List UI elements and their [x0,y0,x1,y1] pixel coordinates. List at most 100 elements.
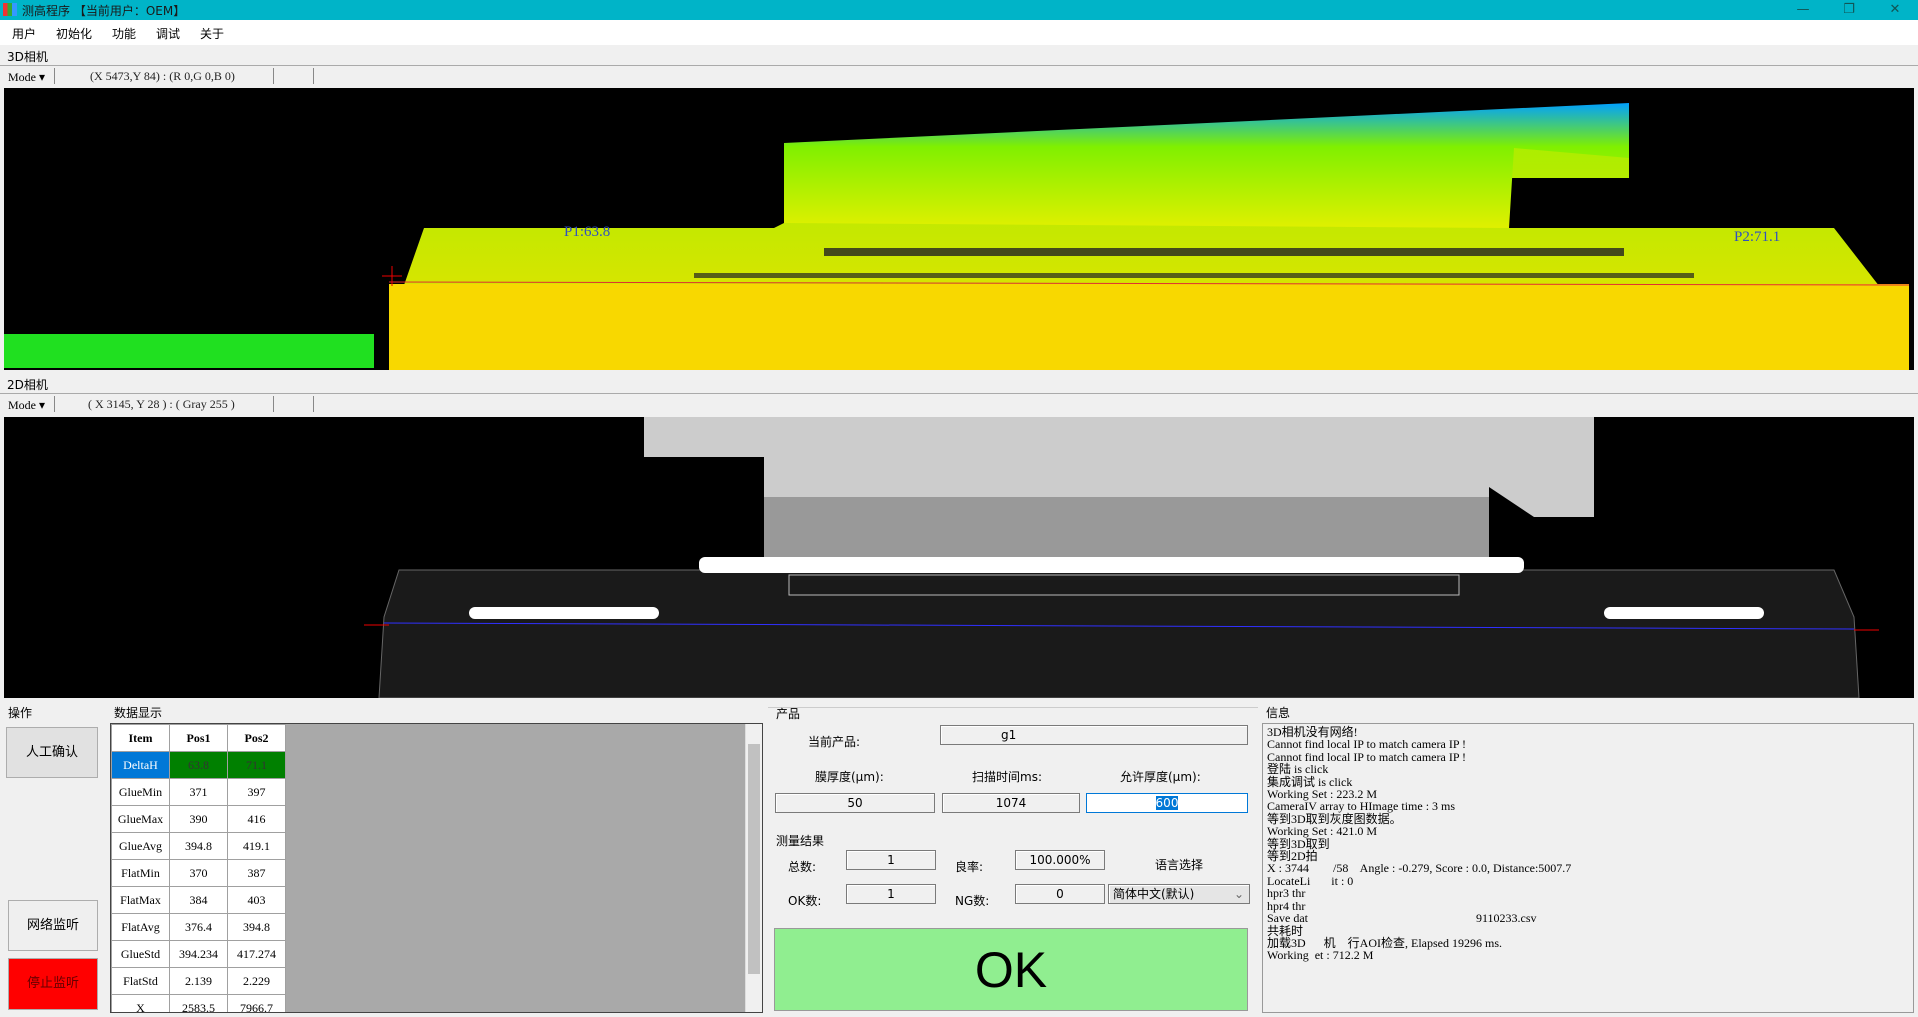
language-label: 语言选择 [1155,858,1204,872]
maximize-button[interactable]: ❐ [1843,2,1855,17]
data-table: Item Pos1 Pos2 DeltaH 63.8 71.1 GlueMin 371 397 G… [111,724,286,1012]
table-row[interactable]: FlatMax 384 403 [111,886,286,914]
allowed-thickness-label: 允许厚度(μm): [1120,770,1201,784]
table-row[interactable]: FlatAvg 376.4 394.8 [111,913,286,941]
column-header[interactable]: Item [111,724,170,752]
table-cell: 416 [227,805,286,833]
log-line: 3D相机没有网络! [1267,725,1358,739]
scan-time-label: 扫描时间ms: [972,770,1042,784]
table-cell: GlueStd [111,940,170,968]
data-display-title: 数据显示 [114,706,163,720]
camera2d-mode-dropdown[interactable]: Mode ▾ [8,398,46,412]
network-listen-button[interactable]: 网络监听 [8,900,98,951]
log-line: 等到2D拍 [1267,849,1318,864]
camera2d-label: 2D相机 [7,378,48,392]
table-cell: FlatMax [111,886,170,914]
table-cell: 376.4 [169,913,228,941]
menu-init[interactable]: 初始化 [56,27,93,41]
table-cell: 390 [169,805,228,833]
ng-count-field[interactable]: 0 [1015,884,1105,904]
p1-label: P1:63.8 [564,224,610,240]
log-line: hpr4 thr [1267,898,1306,913]
table-cell: FlatStd [111,967,170,995]
yield-field[interactable]: 100.000% [1015,850,1105,870]
camera3d-toolbar: Mode ▾ (X 5473,Y 84) : (R 0,G 0,B 0) [0,65,1918,87]
log-line: X : 3744 /58 Angle : -0.279, Score : 0.0… [1267,861,1572,876]
table-cell: 417.274 [227,940,286,968]
menu-bar: 用户 初始化 功能 调试 关于 [0,20,1918,45]
current-product-field[interactable]: g1 [940,725,1248,745]
column-header[interactable]: Pos2 [227,724,286,752]
table-cell: FlatAvg [111,913,170,941]
table-cell: X [111,994,170,1012]
log-line: Working Set : 223.2 M [1267,787,1378,802]
log-line: Cannot find local IP to match camera IP … [1267,737,1467,752]
log-line: Working et : 712.2 M [1267,948,1374,963]
table-row[interactable]: X 2583.5 7966.7 [111,994,286,1012]
p2-label: P2:71.1 [1734,229,1780,245]
table-row[interactable]: GlueMax 390 416 [111,805,286,833]
log-line: 共耗时 [1267,923,1304,938]
allowed-thickness-field[interactable]: 600 [1086,793,1248,813]
menu-debug[interactable]: 调试 [156,27,181,41]
yield-label: 良率: [955,860,984,874]
minimize-button[interactable]: — [1796,2,1810,17]
scan-time-field[interactable]: 1074 [942,793,1080,813]
log-line: CameraIV array to HImage time : 3 ms [1267,799,1456,814]
language-select[interactable]: 简体中文(默认) ⌄ [1108,884,1250,904]
operations-title: 操作 [8,706,33,720]
camera3d-mode-dropdown[interactable]: Mode ▾ [8,70,46,84]
table-cell: 2583.5 [169,994,228,1012]
table-cell: 394.8 [227,913,286,941]
total-field[interactable]: 1 [846,850,936,870]
info-title: 信息 [1266,706,1291,720]
title-bar: 测高程序 【当前用户：OEM】 — ❐ ✕ [0,0,1918,20]
table-cell: GlueMax [111,805,170,833]
data-grid[interactable]: Item Pos1 Pos2 DeltaH 63.8 71.1 GlueMin 371 397 G… [110,723,763,1013]
grid-scroll-thumb[interactable] [748,744,760,974]
log-line: LocateLi it : 0 [1267,873,1354,888]
table-row[interactable]: GlueStd 394.234 417.274 [111,940,286,968]
table-cell: 387 [227,859,286,887]
log-line: hpr3 thr [1267,886,1306,901]
table-cell: GlueAvg [111,832,170,860]
table-cell: 394.234 [169,940,228,968]
ok-count-field[interactable]: 1 [846,884,936,904]
table-row[interactable]: GlueAvg 394.8 419.1 [111,832,286,860]
log-line: 登陆 is click [1267,762,1329,777]
table-row[interactable]: GlueMin 371 397 [111,778,286,806]
film-thickness-field[interactable]: 50 [775,793,935,813]
chevron-down-icon: ⌄ [1233,887,1244,901]
log-line: Working Set : 421.0 M [1267,824,1378,839]
table-cell: 2.139 [169,967,228,995]
window-title: 测高程序 【当前用户：OEM】 [22,4,186,18]
log-line: 等到3D取到灰度图数据。 [1267,811,1402,826]
table-cell: DeltaH [111,751,170,779]
results-title: 测量结果 [776,834,825,848]
grid-scrollbar[interactable] [745,724,762,1012]
camera3d-view[interactable]: P1:63.8 P2:71.1 [4,88,1914,370]
ng-count-label: NG数: [955,894,990,908]
app-icon [3,3,17,16]
table-row[interactable]: FlatStd 2.139 2.229 [111,967,286,995]
table-cell: 370 [169,859,228,887]
product-title: 产品 [776,707,801,721]
column-header[interactable]: Pos1 [169,724,228,752]
info-log[interactable]: 3D相机没有网络! Cannot find local IP to match c… [1262,723,1914,1013]
stop-listen-button[interactable]: 停止监听 [8,958,98,1010]
camera3d-heightmap: P1:63.8 P2:71.1 [4,103,1910,370]
camera2d-view[interactable] [4,417,1914,698]
camera2d-coord-readout: ( X 3145, Y 28 ) : ( Gray 255 ) [88,397,235,411]
manual-confirm-button[interactable]: 人工确认 [6,727,98,778]
ok-count-label: OK数: [788,894,822,908]
menu-function[interactable]: 功能 [112,27,137,41]
close-button[interactable]: ✕ [1889,2,1901,17]
table-row[interactable]: FlatMin 370 387 [111,859,286,887]
menu-user[interactable]: 用户 [12,27,37,41]
log-line: Cannot find local IP to match camera IP … [1267,749,1467,764]
log-line: Save dat 9110233.csv [1267,911,1537,926]
log-line: 等到3D取到 [1267,836,1330,851]
menu-about[interactable]: 关于 [200,27,225,41]
table-row[interactable]: DeltaH 63.8 71.1 [111,751,286,779]
log-line: 加载3D 机 行AOI检查, Elapsed 19296 ms. [1267,935,1502,950]
